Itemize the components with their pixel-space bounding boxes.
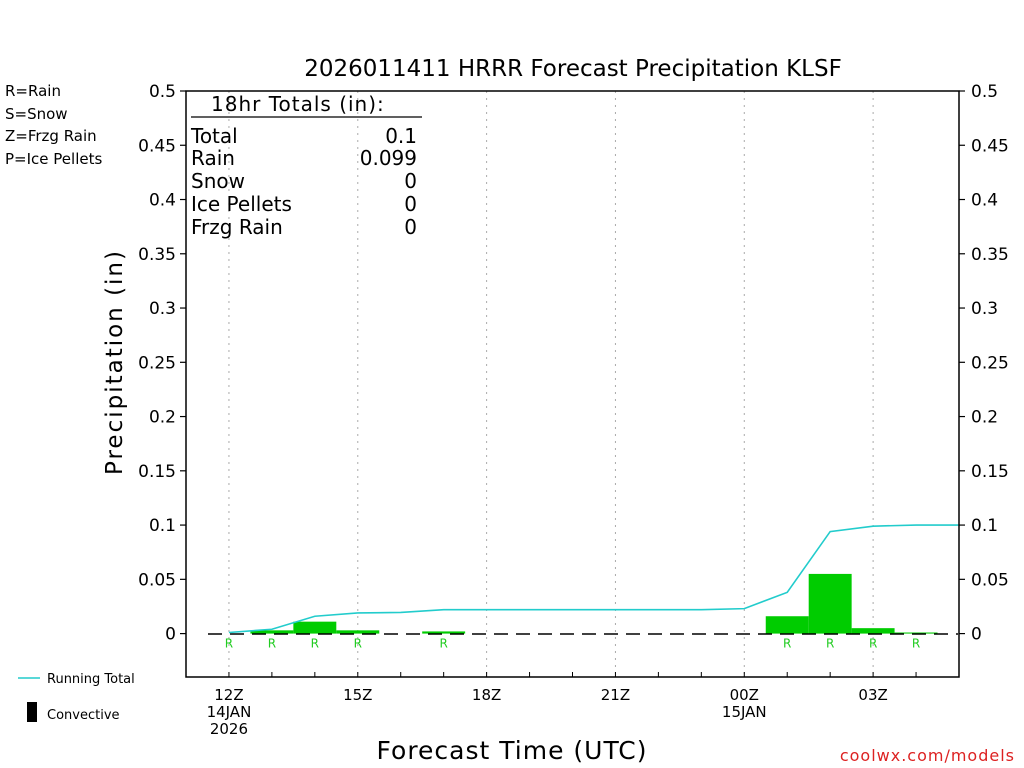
legend-rain: R=Rain: [5, 82, 61, 100]
y-tick-label-left: 0: [165, 625, 176, 645]
y-tick-label-left: 0.35: [138, 245, 176, 265]
x-tick-label: 12Z: [214, 686, 243, 704]
y-tick-label-left: 0.1: [149, 516, 176, 536]
precip-bar: [336, 630, 380, 634]
y-tick-label-right: 0: [971, 625, 982, 645]
y-tick-label-left: 0.3: [149, 299, 176, 319]
y-tick-label-right: 0.2: [971, 408, 998, 428]
y-tick-label-right: 0.3: [971, 299, 998, 319]
precip-bar: [765, 616, 809, 634]
y-tick-label-right: 0.5: [971, 82, 998, 102]
y-tick-label-left: 0.4: [149, 191, 176, 211]
x-tick-label: 18Z: [472, 686, 501, 704]
y-tick-label-right: 0.25: [971, 353, 1009, 373]
ptype-marker: R: [311, 637, 319, 651]
running-total-line: [228, 524, 959, 634]
y-tick-label-right: 0.05: [971, 570, 1009, 590]
y-axis-label: Precipitation (in): [102, 249, 128, 475]
totals-label-total: Total: [190, 124, 238, 148]
y-tick-label-right: 0.4: [971, 191, 998, 211]
precip-bar: [808, 573, 852, 634]
y-axis-ticks: 0 00.05 0.050.1 0.10.15 0.150.2 0.20.25 0.250.…: [138, 82, 1009, 645]
precip-bar: [293, 621, 337, 634]
chart-title: 2026011411 HRRR Forecast Precipitation K…: [304, 56, 842, 82]
x-tick-label: 15JAN: [722, 703, 767, 721]
legend-frzg-rain: Z=Frzg Rain: [5, 127, 97, 145]
totals-box: 18hr Totals (in): Total 0.1 Rain 0.099 S…: [190, 92, 422, 239]
totals-label-frzg-rain: Frzg Rain: [191, 215, 283, 239]
ptype-marker: R: [783, 637, 791, 651]
totals-value-rain: 0.099: [360, 146, 417, 170]
x-tick-label: 15Z: [343, 686, 372, 704]
y-tick-label-left: 0.15: [138, 462, 176, 482]
y-tick-label-left: 0.05: [138, 570, 176, 590]
y-tick-label-left: 0.2: [149, 408, 176, 428]
ptype-marker: R: [268, 637, 276, 651]
totals-heading: 18hr Totals (in):: [211, 92, 385, 116]
ptype-marker: R: [439, 637, 447, 651]
precip-bar: [894, 632, 938, 634]
precip-bar: [851, 628, 895, 634]
precip-bar: [250, 630, 294, 634]
ptype-marker: R: [869, 637, 877, 651]
totals-label-snow: Snow: [191, 169, 245, 193]
ptype-marker: R: [354, 637, 362, 651]
y-tick-label-right: 0.35: [971, 245, 1009, 265]
x-tick-label: 2026: [210, 720, 248, 738]
legend-ice-pellets: P=Ice Pellets: [5, 150, 102, 168]
ptype-marker: R: [826, 637, 834, 651]
x-tick-label: 14JAN: [207, 703, 252, 721]
series-legend: Running Total Convective: [18, 672, 135, 723]
convective-legend-swatch: [27, 702, 37, 722]
totals-value-ice-pellets: 0: [404, 192, 417, 216]
totals-label-ice-pellets: Ice Pellets: [191, 192, 292, 216]
totals-value-total: 0.1: [385, 124, 417, 148]
y-tick-label-right: 0.45: [971, 136, 1009, 156]
ptype-legend: R=Rain S=Snow Z=Frzg Rain P=Ice Pellets: [5, 82, 102, 168]
precip-bar: [422, 631, 466, 634]
ptype-marker: R: [225, 637, 233, 651]
x-axis-label: Forecast Time (UTC): [377, 736, 648, 765]
legend-snow: S=Snow: [5, 105, 68, 123]
y-tick-label-left: 0.5: [149, 82, 176, 102]
credit-link[interactable]: coolwx.com/models: [840, 746, 1015, 765]
totals-label-rain: Rain: [191, 146, 235, 170]
totals-value-snow: 0: [404, 169, 417, 193]
y-tick-label-right: 0.1: [971, 516, 998, 536]
running-total-legend-label: Running Total: [47, 672, 135, 687]
ptype-marker: R: [912, 637, 920, 651]
precip-bars: [250, 573, 938, 634]
y-tick-label-left: 0.25: [138, 353, 176, 373]
x-tick-label: 00Z: [730, 686, 759, 704]
x-tick-label: 03Z: [858, 686, 887, 704]
x-tick-label: 21Z: [601, 686, 630, 704]
y-tick-label-right: 0.15: [971, 462, 1009, 482]
totals-value-frzg-rain: 0: [404, 215, 417, 239]
y-tick-label-left: 0.45: [138, 136, 176, 156]
convective-legend-label: Convective: [47, 708, 120, 723]
